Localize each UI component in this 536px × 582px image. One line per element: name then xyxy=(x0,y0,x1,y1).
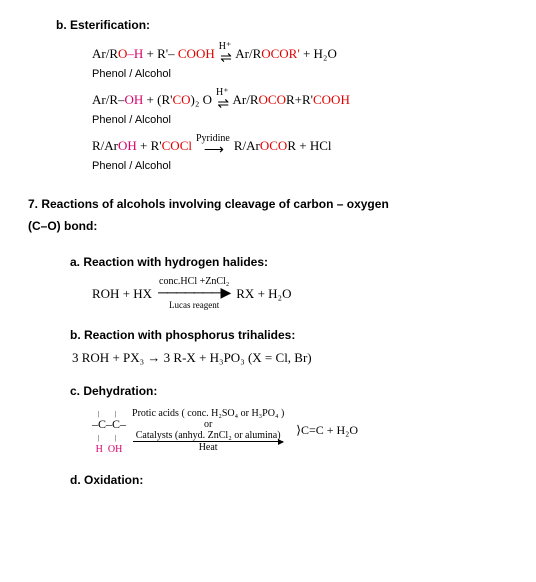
eq1-arrow: H⁺ ⇌ xyxy=(219,42,232,66)
eqa-lhs: ROH + HX xyxy=(92,286,152,302)
dehydration-equation: | | –C–C– | | H OH Protic acids ( conc. … xyxy=(92,406,496,455)
eq3-arrow: Pyridine ⟶ xyxy=(196,134,230,158)
equation-3: R/ArOH + R'COCl Pyridine ⟶ R/ArOCOR + HC… xyxy=(92,134,496,158)
eq3-rhs: R/ArOCOR + HCl xyxy=(234,138,332,154)
sub-b-heading: b. Reaction with phosphorus trihalides: xyxy=(70,328,496,342)
sub-c-heading: c. Dehydration: xyxy=(70,384,496,398)
equation-a: ROH + HX conc.HCl +ZnCl₂ ───────▶ Lucas … xyxy=(92,277,496,310)
eq2-caption: Phenol / Alcohol xyxy=(92,114,496,126)
eq2-arrow: H⁺ ⇌ xyxy=(216,88,229,112)
equation-1: Ar/RO–H + R'– COOH H⁺ ⇌ Ar/ROCOR' + H₂O xyxy=(92,42,496,66)
eq3-lhs: R/ArOH + R'COCl xyxy=(92,138,192,154)
sub-a-heading: a. Reaction with hydrogen halides: xyxy=(70,255,496,269)
dehyd-structure: | | –C–C– | | H OH xyxy=(92,406,126,455)
esterification-heading: b. Esterification: xyxy=(56,18,496,32)
eq1-lhs: Ar/RO–H + R'– COOH xyxy=(92,46,215,62)
equation-b: 3 ROH + PX₃ → 3 R-X + H₃PO₃ (X = Cl, Br) xyxy=(72,350,496,366)
eqa-arrow: conc.HCl +ZnCl₂ ───────▶ Lucas reagent xyxy=(158,277,230,310)
sub-d-heading: d. Oxidation: xyxy=(70,473,496,487)
eqa-rhs: RX + H₂O xyxy=(236,286,291,302)
point-7-heading: 7. Reactions of alcohols involving cleav… xyxy=(28,194,496,237)
dehyd-rhs: ⟩C=C + H₂O xyxy=(290,423,358,438)
eq1-rhs: Ar/ROCOR' + H₂O xyxy=(235,46,337,62)
equation-2: Ar/R–OH + (R'CO)₂ O H⁺ ⇌ Ar/ROCOR+R'COOH xyxy=(92,88,496,112)
eq1-caption: Phenol / Alcohol xyxy=(92,68,496,80)
eq2-lhs: Ar/R–OH + (R'CO)₂ O xyxy=(92,92,212,108)
eq3-caption: Phenol / Alcohol xyxy=(92,160,496,172)
dehyd-arrow: Protic acids ( conc. H₂SO₄ or H₃PO₄ ) or… xyxy=(132,408,284,453)
eq2-rhs: Ar/ROCOR+R'COOH xyxy=(233,92,350,108)
